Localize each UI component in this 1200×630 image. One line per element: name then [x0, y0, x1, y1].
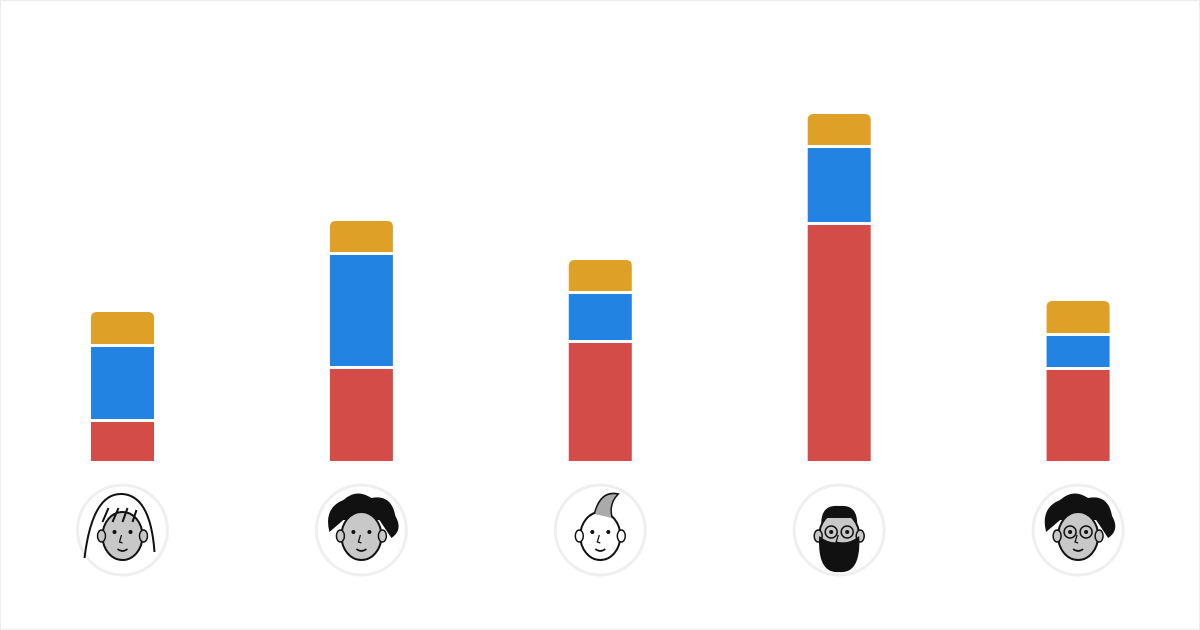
avatar-long-hair-woman-icon — [76, 483, 169, 577]
bar-segment — [91, 347, 154, 419]
bar-segment — [1046, 301, 1110, 333]
bar-segment — [568, 343, 632, 461]
bar-segment — [807, 148, 871, 222]
avatar-bearded-man-glasses-icon — [792, 483, 886, 577]
bar-segment — [329, 221, 393, 252]
bar-segment — [1046, 336, 1110, 367]
bar-segment — [807, 225, 871, 461]
bar-segment — [329, 255, 393, 366]
bar-stack — [807, 114, 871, 461]
bar-segment — [329, 369, 393, 461]
bar-segment — [568, 260, 632, 291]
bar-stack — [568, 260, 632, 461]
bar-stack — [329, 221, 393, 461]
bar-segment — [91, 422, 154, 461]
bar-stack — [91, 312, 154, 461]
bar-segment — [91, 312, 154, 344]
avatar-curly-hair-woman-glasses-icon — [1031, 483, 1125, 577]
bar-segment — [807, 114, 871, 145]
bar-segment — [1046, 370, 1110, 461]
bar-stack — [1046, 301, 1110, 461]
avatar-quiff-man-icon — [553, 483, 647, 577]
avatar-curly-hair-man-icon — [314, 483, 408, 577]
bar-segment — [568, 294, 632, 340]
